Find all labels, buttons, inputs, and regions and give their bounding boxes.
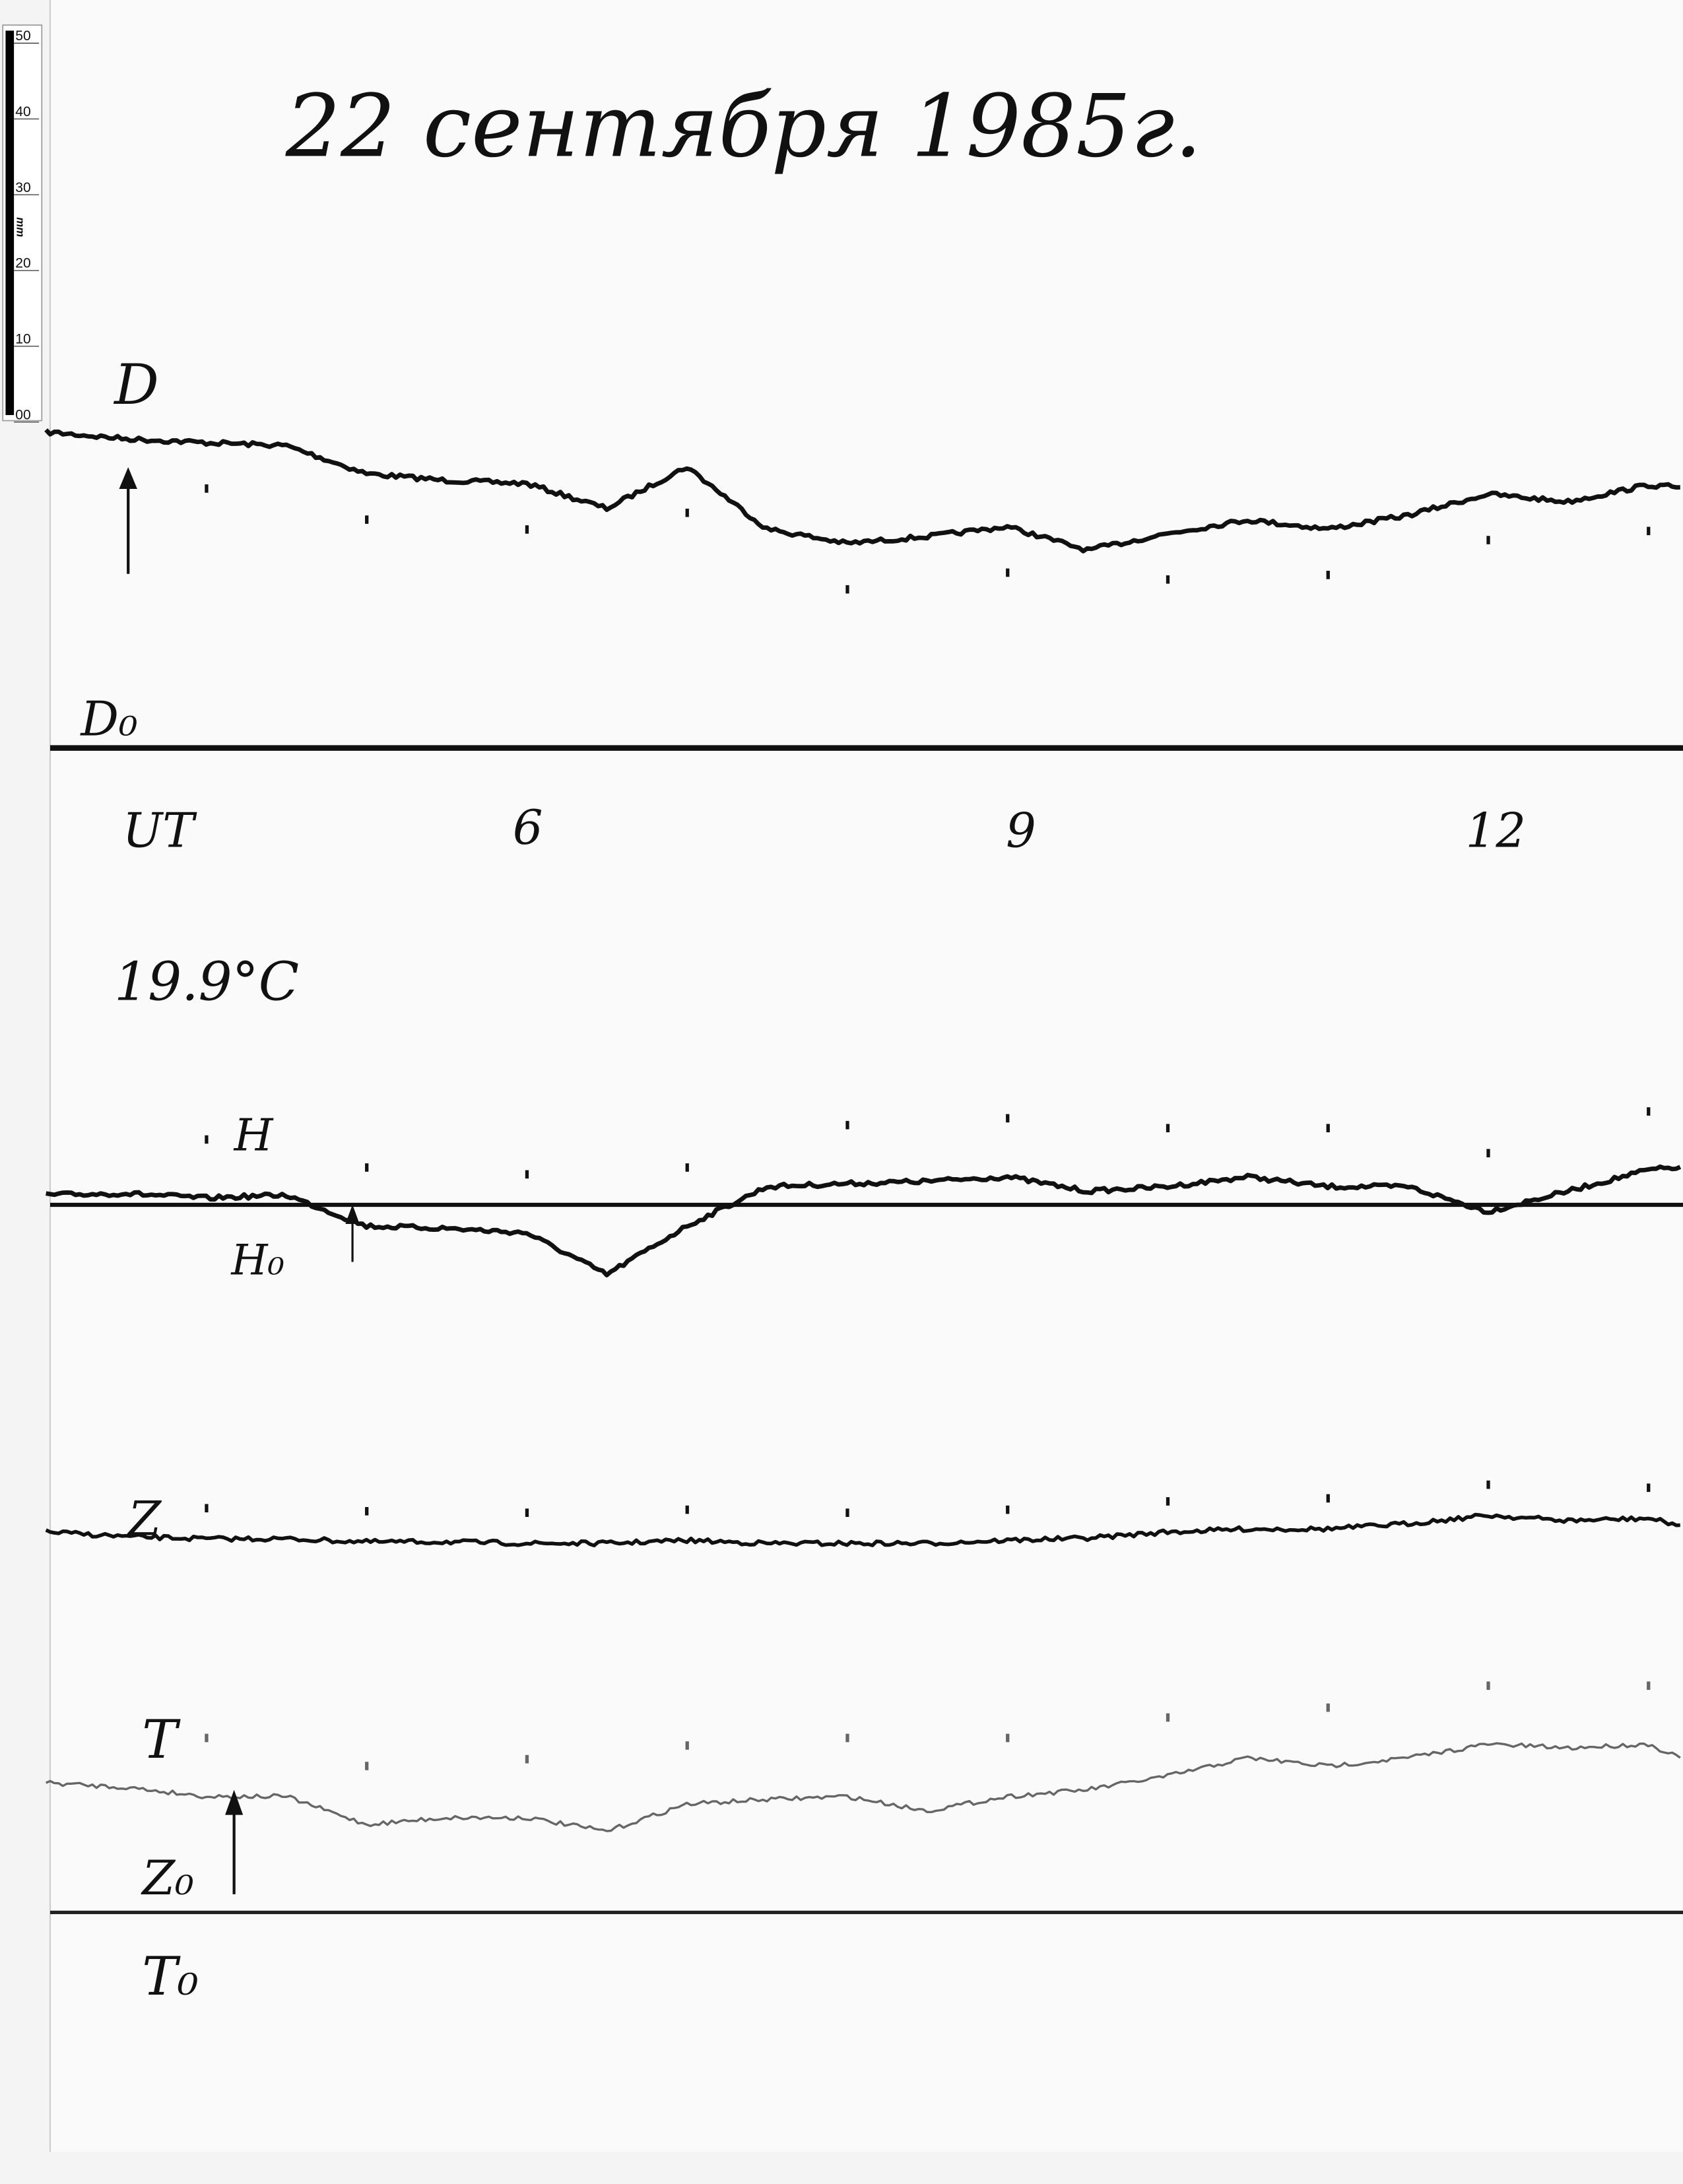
- label-H: H: [233, 1109, 274, 1161]
- hour-mark-D: [1647, 527, 1651, 536]
- hour-mark-T: [205, 1733, 209, 1743]
- trace-H: [46, 1164, 1682, 1277]
- ruler-tick-label: 20: [15, 256, 30, 271]
- hour-mark-H: [365, 1163, 369, 1172]
- hour-mark-H: [845, 1120, 849, 1130]
- hour-mark-Z: [205, 1504, 209, 1513]
- hour-mark-Z: [1647, 1483, 1651, 1493]
- arrow-D: [119, 467, 137, 574]
- trace-D: [44, 428, 1680, 554]
- hour-mark-T: [1486, 1681, 1490, 1690]
- ruler-tick-label: 30: [15, 180, 30, 195]
- label-T0: T₀: [142, 1946, 199, 2007]
- hour-mark-T: [845, 1733, 849, 1743]
- hour-mark-D: [205, 484, 209, 493]
- label-UT: UT: [123, 802, 197, 858]
- hour-mark-H: [685, 1163, 689, 1172]
- hour-mark-Z: [1326, 1494, 1330, 1503]
- hour-mark-Z: [1166, 1497, 1170, 1506]
- hour-mark-T: [1647, 1681, 1651, 1690]
- label-H0: H₀: [230, 1236, 284, 1285]
- hour-mark-H: [205, 1135, 209, 1144]
- chart-title: 22 сентября 1985г.: [285, 76, 1202, 176]
- hour-mark-Z: [685, 1505, 689, 1514]
- ruler-tick-label: 10: [15, 332, 30, 347]
- hour-mark-D: [1166, 575, 1170, 584]
- hour-mark-T: [1166, 1713, 1170, 1722]
- label-Z: Z: [127, 1491, 162, 1546]
- scale-ruler: 50 40 30 20 10 00 mm: [2, 24, 43, 422]
- hour-mark-Z: [845, 1508, 849, 1517]
- hour-mark-D: [1326, 571, 1330, 579]
- hour-mark-T: [1006, 1733, 1010, 1743]
- label-D0: D₀: [79, 691, 137, 747]
- hour-mark-D: [525, 525, 529, 534]
- hour-mark-H: [1326, 1124, 1330, 1133]
- ruler-unit: mm: [14, 217, 26, 237]
- hour-mark-Z: [1486, 1480, 1490, 1489]
- ruler-tick-label: 50: [15, 28, 30, 44]
- ruler-tick-label: 00: [15, 407, 30, 422]
- paper: [50, 0, 1683, 2152]
- x-tick-12: 12: [1466, 802, 1526, 858]
- hour-mark-D: [1006, 568, 1010, 577]
- hour-mark-T: [685, 1741, 689, 1750]
- x-tick-6: 6: [513, 800, 543, 855]
- hour-mark-D: [1486, 536, 1490, 544]
- arrow-H: [345, 1204, 360, 1262]
- hour-mark-H: [1647, 1107, 1651, 1116]
- hour-mark-T: [365, 1762, 369, 1770]
- hour-mark-T: [1326, 1703, 1330, 1712]
- ruler-tick-label: 40: [15, 104, 30, 119]
- hour-mark-Z: [1006, 1505, 1010, 1514]
- label-D: D: [113, 352, 159, 417]
- trace-Z: [45, 1512, 1680, 1548]
- hour-mark-H: [525, 1170, 529, 1179]
- hour-mark-D: [685, 508, 689, 517]
- hour-mark-T: [525, 1754, 529, 1764]
- label-Z0: Z₀: [141, 1850, 194, 1906]
- hour-mark-H: [1006, 1114, 1010, 1123]
- arrow-T: [225, 1789, 244, 1894]
- label-T: T: [142, 1709, 181, 1770]
- hour-mark-Z: [365, 1507, 369, 1516]
- trace-T: [45, 1742, 1681, 1832]
- hour-mark-D: [365, 515, 369, 524]
- hour-mark-D: [845, 585, 849, 594]
- hour-mark-H: [1486, 1149, 1490, 1157]
- label-temperature: 19.9°C: [114, 951, 299, 1013]
- hour-mark-H: [1166, 1124, 1170, 1133]
- hour-mark-Z: [525, 1508, 529, 1517]
- x-tick-9: 9: [1006, 802, 1036, 858]
